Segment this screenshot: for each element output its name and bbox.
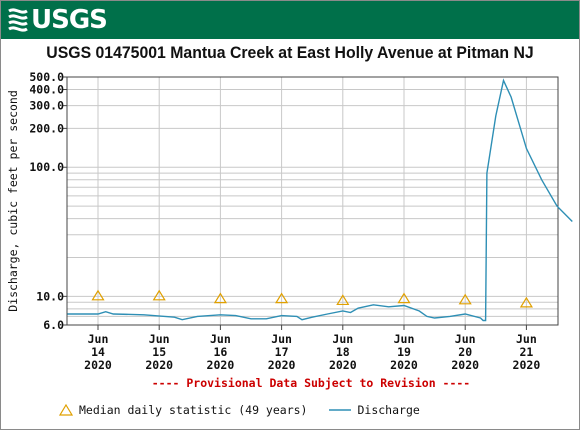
- median-triangle-marker: [397, 292, 411, 304]
- x-tick-label: Jun: [332, 332, 353, 346]
- x-tick-label: 2020: [329, 358, 357, 372]
- usgs-banner: USGS: [1, 1, 579, 39]
- usgs-logo[interactable]: USGS: [7, 4, 108, 36]
- y-tick-label: 100.0: [29, 160, 64, 174]
- discharge-series-line: [67, 78, 573, 322]
- x-tick-label: Jun: [516, 332, 537, 346]
- x-tick-label: Jun: [88, 332, 109, 346]
- legend-label-discharge: Discharge: [357, 403, 420, 417]
- median-triangle-marker: [458, 293, 472, 305]
- y-tick-label: 500.0: [29, 70, 64, 84]
- x-tick-label: 16: [213, 345, 227, 359]
- series-layer: [67, 78, 573, 322]
- x-tick-label: 2020: [513, 358, 541, 372]
- grid-layer: [67, 76, 558, 326]
- y-tick-label: 200.0: [29, 121, 64, 135]
- usgs-logo-text: USGS: [31, 5, 108, 35]
- provisional-annotation: ---- Provisional Data Subject to Revisio…: [152, 376, 471, 390]
- median-triangle-marker: [336, 294, 350, 306]
- y-tick-label: 10.0: [36, 289, 64, 303]
- legend-label-median: Median daily statistic (49 years): [79, 403, 308, 417]
- median-triangle-marker: [91, 289, 105, 301]
- x-tick-label: 2020: [145, 358, 173, 372]
- x-tick-label: 2020: [451, 358, 479, 372]
- line-swatch-icon: [329, 409, 352, 411]
- x-axis-ticks: Jun142020Jun152020Jun162020Jun172020Jun1…: [84, 325, 540, 372]
- x-tick-label: Jun: [394, 332, 415, 346]
- x-tick-label: 2020: [207, 358, 235, 372]
- triangle-marker-icon: [59, 404, 73, 416]
- y-tick-label: 300.0: [29, 99, 64, 113]
- x-tick-label: 17: [275, 345, 289, 359]
- legend-item-discharge: Discharge: [329, 403, 420, 417]
- plot-border: [66, 76, 559, 326]
- median-triangle-marker: [275, 292, 289, 304]
- x-tick-label: 20: [458, 345, 472, 359]
- x-tick-label: 18: [336, 345, 350, 359]
- x-tick-label: 2020: [390, 358, 418, 372]
- median-triangle-marker: [213, 292, 227, 304]
- legend: Median daily statistic (49 years) Discha…: [59, 403, 442, 417]
- y-axis-label: Discharge, cubic feet per second: [6, 90, 20, 312]
- chart-title: USGS 01475001 Mantua Creek at East Holly…: [46, 43, 534, 62]
- x-tick-label: 14: [91, 345, 105, 359]
- x-tick-label: 21: [519, 345, 533, 359]
- median-triangle-marker: [519, 296, 533, 308]
- usgs-wave-icon: [8, 8, 28, 32]
- median-triangle-marker: [152, 289, 166, 301]
- x-tick-label: Jun: [210, 332, 231, 346]
- x-tick-label: 2020: [84, 358, 112, 372]
- x-tick-label: 19: [397, 345, 411, 359]
- x-tick-label: 2020: [268, 358, 296, 372]
- y-tick-label: 6.0: [43, 318, 64, 332]
- y-tick-label: 400.0: [29, 83, 64, 97]
- x-tick-label: 15: [152, 345, 166, 359]
- x-tick-label: Jun: [455, 332, 476, 346]
- legend-item-median: Median daily statistic (49 years): [59, 403, 307, 417]
- x-tick-label: Jun: [149, 332, 170, 346]
- x-tick-label: Jun: [271, 332, 292, 346]
